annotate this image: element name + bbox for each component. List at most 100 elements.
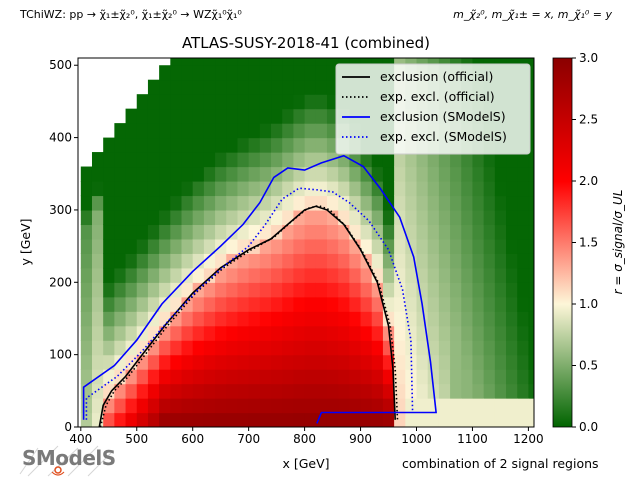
heatmap-cell (326, 311, 339, 327)
heatmap-cell (494, 195, 507, 211)
heatmap-cell (360, 383, 373, 399)
heatmap-cell (293, 166, 306, 182)
heatmap-cell (461, 340, 474, 356)
heatmap-cell (315, 58, 328, 66)
heatmap-cell (360, 311, 373, 327)
heatmap-cell (282, 224, 295, 240)
heatmap-cell (338, 311, 350, 327)
heatmap-cell (349, 181, 362, 197)
heatmap-cell (215, 224, 227, 240)
heatmap-cell (371, 325, 384, 341)
heatmap-cell (326, 412, 339, 427)
heatmap-cell (248, 325, 261, 341)
heatmap-cell (80, 253, 93, 269)
heatmap-cell (170, 412, 183, 427)
heatmap-cell (360, 195, 373, 211)
heatmap-cell (237, 195, 250, 211)
heatmap-cell (472, 369, 485, 385)
heatmap-cell (416, 383, 429, 399)
heatmap-cell (282, 325, 295, 341)
heatmap-cell (170, 195, 183, 211)
heatmap-cell (494, 282, 507, 298)
heatmap-cell (394, 311, 406, 327)
heatmap-cell (304, 412, 317, 427)
heatmap-cell (427, 58, 440, 66)
heatmap-cell (506, 311, 518, 327)
heatmap-cell (326, 123, 339, 139)
heatmap-cell (427, 267, 440, 283)
heatmap-cell (226, 36, 238, 51)
heatmap-cell (91, 412, 104, 427)
heatmap-cell (517, 224, 530, 240)
heatmap-cell (259, 253, 272, 269)
heatmap-cell (528, 123, 534, 139)
heatmap-cell (326, 65, 339, 81)
heatmap-cell (326, 108, 339, 124)
heatmap-cell (248, 195, 261, 211)
heatmap-cell (304, 398, 317, 414)
heatmap-cell (226, 65, 239, 81)
heatmap-cell (360, 354, 373, 370)
heatmap-cell (215, 36, 227, 51)
heatmap-cell (528, 209, 534, 226)
heatmap-cell (293, 79, 306, 95)
heatmap-cell (271, 123, 283, 139)
heatmap-cell (170, 224, 183, 240)
heatmap-cell (192, 65, 205, 81)
heatmap-cell (271, 325, 283, 341)
heatmap-cell (125, 253, 138, 269)
heatmap-cell (170, 58, 183, 66)
heatmap-cell (416, 354, 429, 370)
heatmap-cell (248, 267, 261, 283)
heatmap-cell (226, 224, 239, 240)
heatmap-cell (371, 340, 384, 356)
heatmap-cell (472, 166, 485, 182)
heatmap-cell (170, 94, 183, 110)
heatmap-cell (405, 267, 418, 283)
heatmap-cell (136, 267, 149, 283)
heatmap-cell (114, 195, 127, 211)
heatmap-cell (438, 58, 451, 66)
heatmap-cell (483, 209, 496, 226)
heatmap-cell (517, 282, 530, 298)
heatmap-cell (461, 412, 474, 427)
heatmap-cell (91, 325, 104, 341)
heatmap-cell (371, 58, 384, 66)
heatmap-cell (338, 325, 350, 341)
heatmap-cell (371, 224, 384, 240)
heatmap-cell (237, 65, 250, 81)
heatmap-cell (293, 253, 306, 269)
heatmap-cell (293, 137, 306, 153)
heatmap-cell (125, 195, 138, 211)
heatmap-cell (315, 224, 328, 240)
heatmap-cell (461, 296, 474, 312)
heatmap-cell (506, 36, 518, 51)
heatmap-cell (528, 58, 534, 66)
heatmap-cell (371, 369, 384, 385)
heatmap-cell (259, 65, 272, 81)
heatmap-cell (405, 383, 418, 399)
heatmap-cell (461, 311, 474, 327)
heatmap-cell (438, 181, 451, 197)
heatmap-cell (159, 282, 171, 298)
heatmap-cell (506, 166, 518, 182)
heatmap-cell (103, 369, 115, 385)
heatmap-cell (103, 253, 115, 269)
heatmap-cell (315, 181, 328, 197)
y-tick-label: 400 (49, 131, 72, 145)
heatmap-cell (147, 166, 160, 182)
heatmap-cell (282, 340, 295, 356)
heatmap-cell (226, 412, 239, 427)
heatmap-cell (361, 36, 373, 51)
heatmap-cell (103, 282, 115, 298)
heatmap-cell (226, 325, 239, 341)
heatmap-cell (114, 398, 127, 414)
heatmap-cell (170, 108, 183, 124)
heatmap-cell (517, 311, 530, 327)
heatmap-cell (237, 108, 250, 124)
heatmap-cell (494, 166, 507, 182)
heatmap-cell (483, 398, 496, 414)
heatmap-cell (226, 296, 239, 312)
heatmap-cell (484, 36, 496, 51)
heatmap-cell (282, 108, 295, 124)
